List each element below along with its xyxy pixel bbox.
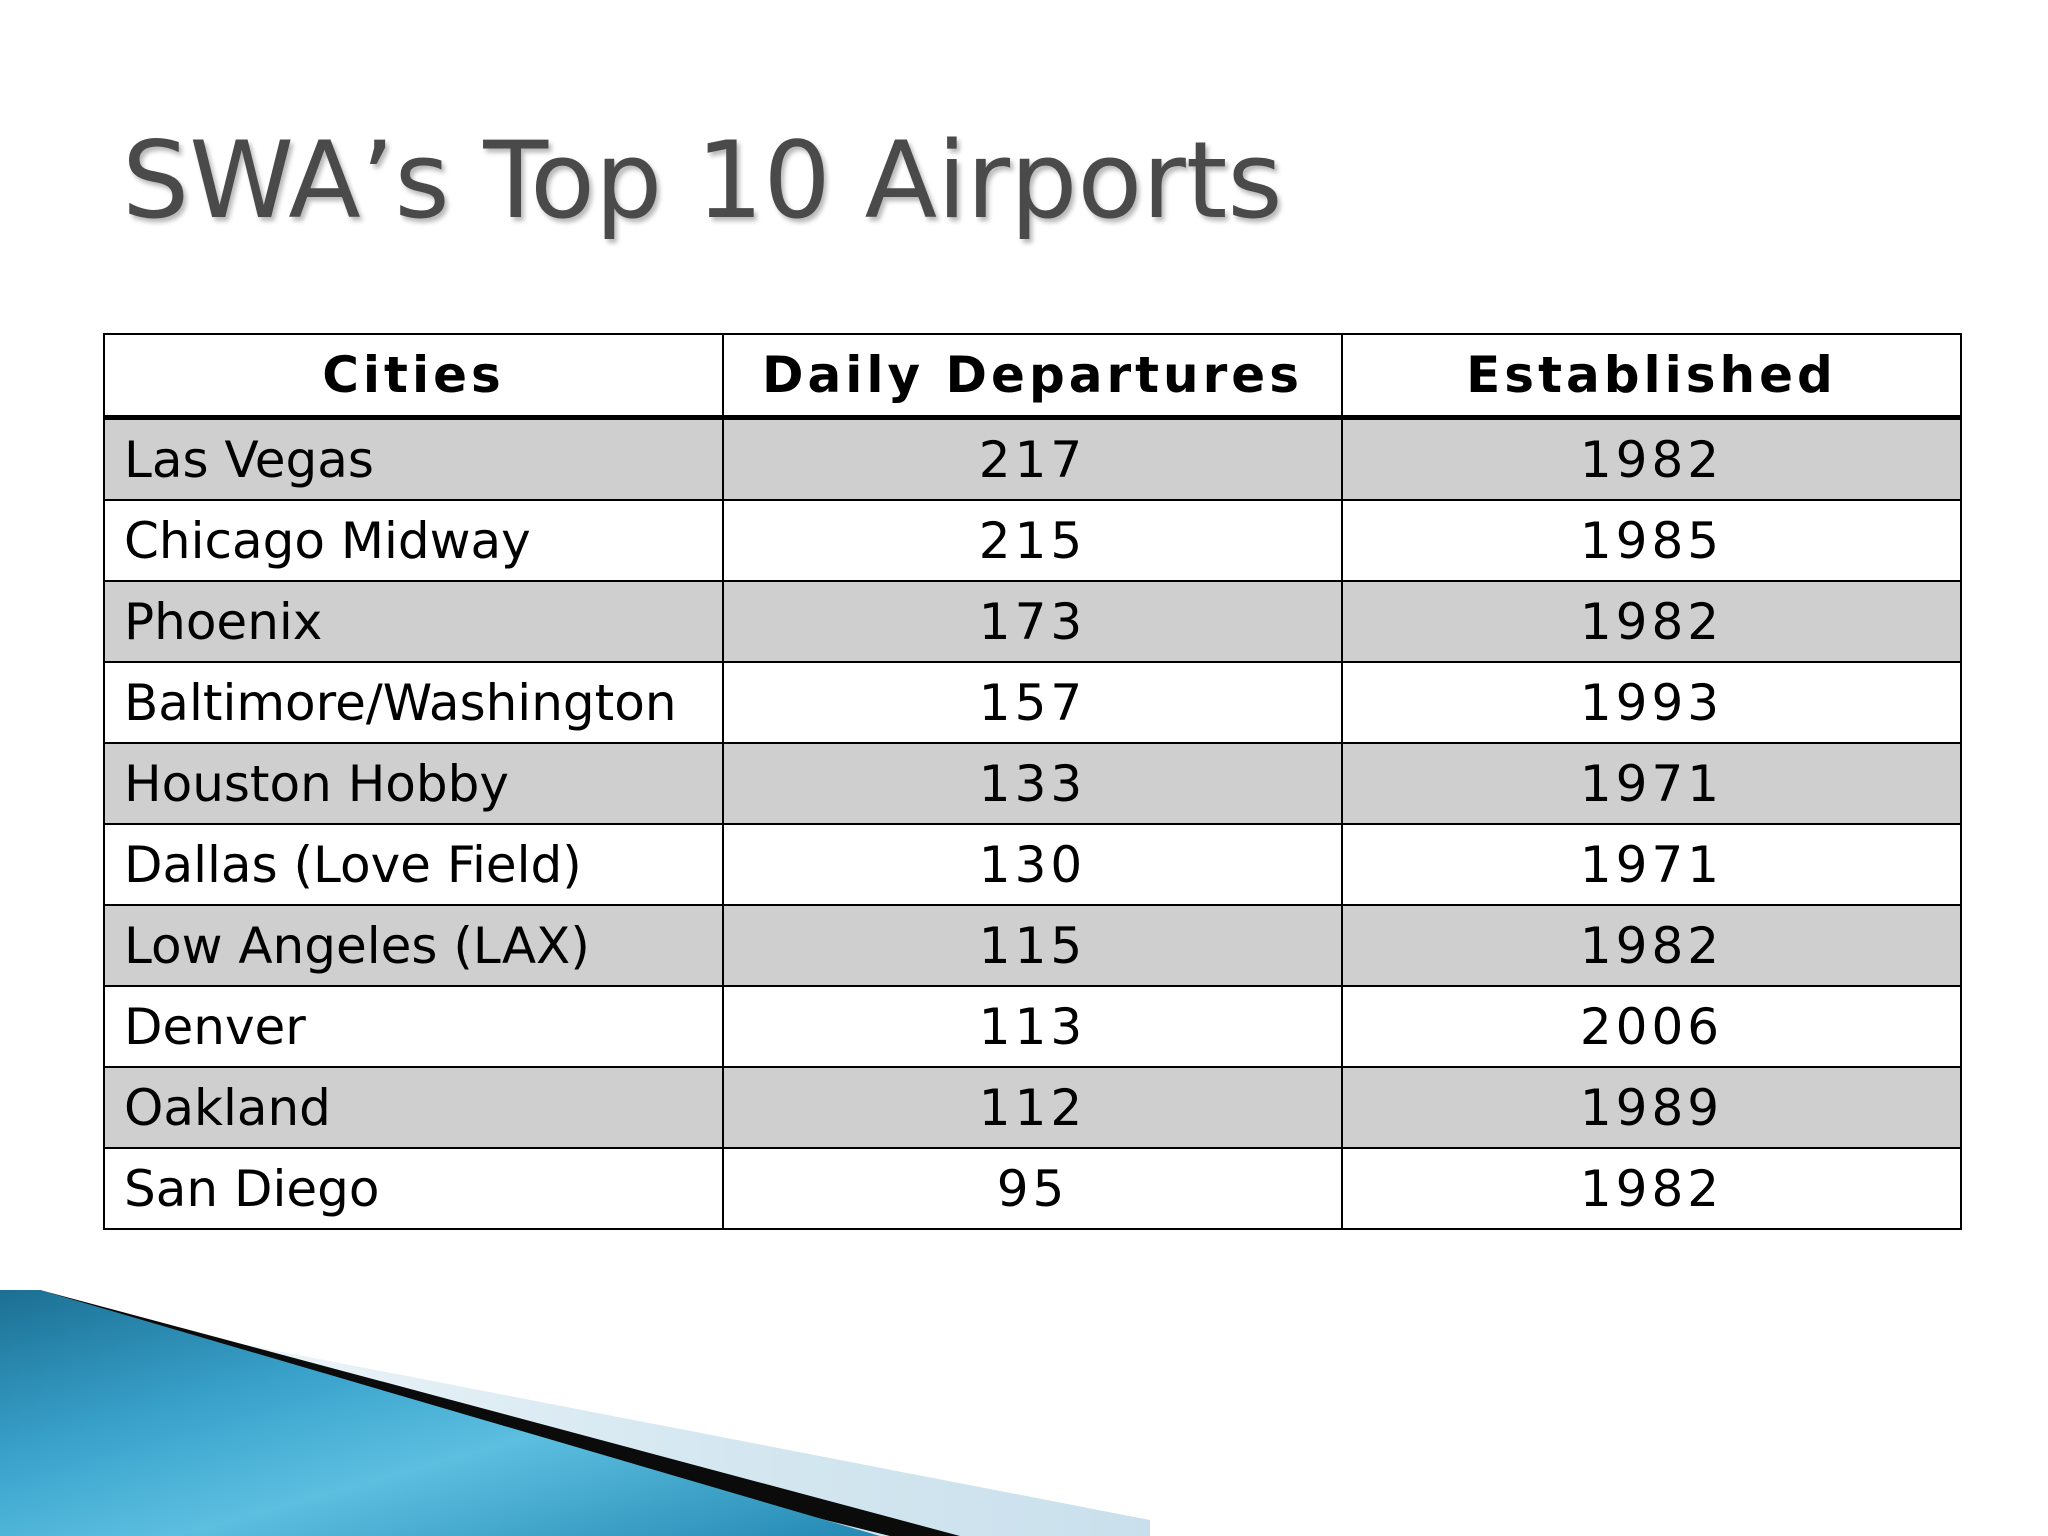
departures-cell: 173 [722, 580, 1343, 663]
airports-table: Cities Daily Departures Established Las … [103, 333, 1962, 1230]
departures-cell: 215 [722, 499, 1343, 582]
table-row: Las Vegas 217 1982 [103, 416, 1962, 501]
table-row: Houston Hobby 133 1971 [103, 742, 1962, 825]
table-row: Phoenix 173 1982 [103, 580, 1962, 663]
blue-swoosh-band [0, 1290, 880, 1536]
black-swoosh-band [20, 1290, 960, 1536]
table-row: San Diego 95 1982 [103, 1147, 1962, 1230]
departures-cell: 130 [722, 823, 1343, 906]
header-row: Cities Daily Departures Established [103, 333, 1962, 420]
established-cell: 1971 [1341, 742, 1962, 825]
table-row: Chicago Midway 215 1985 [103, 499, 1962, 582]
established-cell: 2006 [1341, 985, 1962, 1068]
light-swoosh-band [200, 1336, 1150, 1536]
departures-cell: 217 [722, 416, 1343, 501]
established-cell: 1989 [1341, 1066, 1962, 1149]
city-cell: Houston Hobby [103, 742, 724, 825]
header-established: Established [1341, 333, 1962, 420]
established-cell: 1982 [1341, 1147, 1962, 1230]
established-cell: 1993 [1341, 661, 1962, 744]
departures-cell: 112 [722, 1066, 1343, 1149]
table-row: Baltimore/Washington 157 1993 [103, 661, 1962, 744]
table-body: Las Vegas 217 1982 Chicago Midway 215 19… [103, 416, 1962, 1230]
slide-corner-swoosh-decoration [0, 1290, 1150, 1536]
slide-title: SWA’s Top 10 Airports [122, 119, 1283, 242]
departures-cell: 157 [722, 661, 1343, 744]
header-cities: Cities [103, 333, 724, 420]
city-cell: Baltimore/Washington [103, 661, 724, 744]
departures-cell: 133 [722, 742, 1343, 825]
table-row: Low Angeles (LAX) 115 1982 [103, 904, 1962, 987]
departures-cell: 115 [722, 904, 1343, 987]
city-cell: Phoenix [103, 580, 724, 663]
header-daily-departures: Daily Departures [722, 333, 1343, 420]
table-row: Oakland 112 1989 [103, 1066, 1962, 1149]
table-row: Dallas (Love Field) 130 1971 [103, 823, 1962, 906]
departures-cell: 113 [722, 985, 1343, 1068]
departures-cell: 95 [722, 1147, 1343, 1230]
established-cell: 1985 [1341, 499, 1962, 582]
table-header: Cities Daily Departures Established [103, 333, 1962, 420]
city-cell: San Diego [103, 1147, 724, 1230]
city-cell: Chicago Midway [103, 499, 724, 582]
established-cell: 1982 [1341, 416, 1962, 501]
established-cell: 1982 [1341, 904, 1962, 987]
established-cell: 1971 [1341, 823, 1962, 906]
established-cell: 1982 [1341, 580, 1962, 663]
city-cell: Low Angeles (LAX) [103, 904, 724, 987]
city-cell: Las Vegas [103, 416, 724, 501]
city-cell: Denver [103, 985, 724, 1068]
city-cell: Dallas (Love Field) [103, 823, 724, 906]
table-row: Denver 113 2006 [103, 985, 1962, 1068]
city-cell: Oakland [103, 1066, 724, 1149]
